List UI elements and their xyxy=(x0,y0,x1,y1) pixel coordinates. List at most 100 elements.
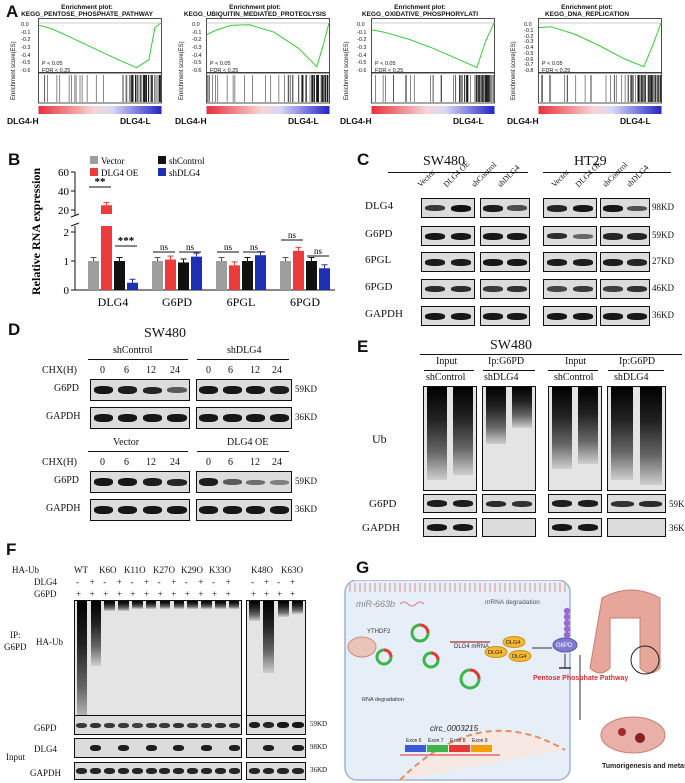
blot-strip xyxy=(423,494,477,513)
circrna-icon-arc xyxy=(430,651,440,661)
row-label: GAPDH xyxy=(46,503,81,514)
blot-strip-band xyxy=(452,524,474,531)
blot-strip-band xyxy=(159,768,171,774)
dlg4-sign: - xyxy=(130,577,134,587)
ha-ub-smear-smear xyxy=(263,601,275,673)
blot-strip-band xyxy=(222,386,242,394)
ythdf2-label: YTHDF2 xyxy=(367,629,391,635)
exon-block xyxy=(427,745,448,752)
cell-underline xyxy=(543,172,671,173)
y-axis-title: Relative RNA expression xyxy=(29,168,43,295)
group-label: DLG4 OE xyxy=(227,437,269,448)
row-label: G6PD xyxy=(54,383,80,394)
blot-strip-band xyxy=(269,386,289,394)
blot-strip-band xyxy=(159,722,171,728)
gsea-plot-title: Enrichment plot: xyxy=(229,4,281,11)
blot-strip-band xyxy=(117,506,138,514)
dlg4-sign: - xyxy=(212,577,215,587)
ha-ub-smear-smear xyxy=(76,601,88,725)
blot-strip-band xyxy=(93,414,114,422)
blot-strip xyxy=(482,518,536,537)
panel-label-c: C xyxy=(357,150,370,169)
blot-strip-band xyxy=(199,478,219,486)
mutant-label: K11O xyxy=(124,565,146,575)
blot-strip xyxy=(74,762,242,780)
blot-strip-band xyxy=(450,258,472,266)
kd-label: 98KD xyxy=(652,202,674,212)
ha-ub-smear-smear xyxy=(228,601,240,609)
gsea-axes xyxy=(371,18,495,114)
exon-label: Exon 6 xyxy=(406,738,422,744)
blot-strip-band xyxy=(262,722,275,728)
gsea-plot: Enrichment plot: KEGG_PENTOSE_PHOSPHATE_P… xyxy=(7,4,162,126)
cell-line-label: SW480 xyxy=(490,338,532,353)
ha-ub-smear-smear xyxy=(90,601,101,666)
row-label: 6PGL xyxy=(365,254,392,266)
blot-strip-band xyxy=(117,386,138,394)
blot-strip-band xyxy=(426,500,448,507)
significance-label: ns xyxy=(186,242,195,252)
blot-strip-band xyxy=(551,500,573,507)
blot-strip-band xyxy=(142,506,163,514)
blot-strip-band xyxy=(627,286,647,292)
blot-strip xyxy=(543,198,597,218)
gsea-ylabel: Enrichment score(ES) xyxy=(511,41,517,100)
ha-ub-smear-smear xyxy=(118,601,129,612)
blot-strip-band xyxy=(246,414,266,422)
time-label: 6 xyxy=(228,365,233,376)
blot-strip-band xyxy=(546,312,568,320)
blot-strip-band xyxy=(292,745,304,751)
g6pd-sign: + xyxy=(264,589,270,599)
panel-label-g: G xyxy=(356,558,370,577)
gsea-tick-label: -0.2 xyxy=(524,33,534,40)
blot-strip-band xyxy=(507,312,527,320)
blot-strip-band xyxy=(131,722,143,728)
gsea-axes xyxy=(538,18,662,114)
legend-label: DLG4 OE xyxy=(101,168,139,178)
panel-label-e: E xyxy=(357,337,369,356)
g6pd-sign: + xyxy=(144,589,150,599)
exon-label: Exon 9 xyxy=(472,738,488,744)
blot-strip-band xyxy=(173,745,185,751)
g6pd-sign: + xyxy=(157,589,163,599)
blot-strip-band xyxy=(173,768,185,774)
g6pd-sign: + xyxy=(184,589,190,599)
blot-strip xyxy=(600,252,650,272)
blot-strip-band xyxy=(577,500,599,507)
circrna-icon-arc xyxy=(419,623,430,634)
blot-strip-band xyxy=(546,204,568,212)
legend-swatch xyxy=(90,156,98,164)
blot-strip-band xyxy=(117,745,129,751)
g6pd-sign: + xyxy=(225,589,231,599)
ub-smear-smear xyxy=(578,387,598,465)
time-label: 24 xyxy=(272,365,282,376)
kd-label: 59KD xyxy=(310,720,328,728)
chx-label: CHX(H) xyxy=(42,457,77,468)
blot-strip-band xyxy=(627,312,647,320)
cell-outline xyxy=(344,580,571,781)
time-label: 0 xyxy=(206,365,211,376)
ha-ub-smear-smear xyxy=(173,601,184,609)
gsea-ylabel: Enrichment score(ES) xyxy=(11,41,17,100)
significance-label: ** xyxy=(95,176,107,188)
ppp-label: Pentose Phosphate Pathway xyxy=(533,675,628,682)
bar xyxy=(101,205,112,290)
kd-label: 59KD xyxy=(295,384,317,394)
dlg4-sign: - xyxy=(277,577,280,587)
blot-strip xyxy=(480,279,530,299)
gsea-tick-label: -0.7 xyxy=(524,62,534,69)
group-label: shDLG4 xyxy=(614,372,649,383)
blot-strip-band xyxy=(93,506,114,514)
dlg4-sign: - xyxy=(251,577,254,587)
ythdf2-protein-icon xyxy=(347,636,377,658)
gsea-tick-label: 0.0 xyxy=(357,22,365,28)
gsea-es-curve xyxy=(206,22,330,68)
gsea-plot: Enrichment plot: KEGG_DNA_REPLICATION Enri… xyxy=(507,4,662,126)
blot-strip-band xyxy=(269,414,289,422)
blot-strip-band xyxy=(167,414,187,422)
g6pd-sign: + xyxy=(130,589,136,599)
gsea-tick-label: -0.3 xyxy=(192,45,202,51)
blot-strip xyxy=(543,279,597,299)
blot-strip-band xyxy=(424,286,446,292)
row-label: G6PD xyxy=(34,723,57,733)
